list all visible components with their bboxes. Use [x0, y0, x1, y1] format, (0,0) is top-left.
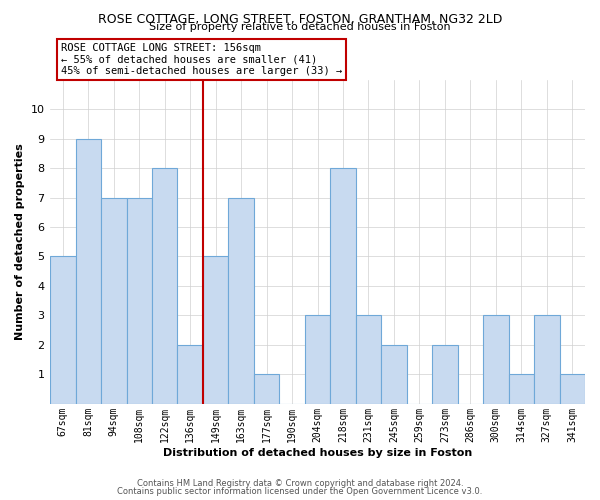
Y-axis label: Number of detached properties: Number of detached properties: [15, 144, 25, 340]
Bar: [152, 168, 178, 404]
Text: Contains HM Land Registry data © Crown copyright and database right 2024.: Contains HM Land Registry data © Crown c…: [137, 478, 463, 488]
Text: Size of property relative to detached houses in Foston: Size of property relative to detached ho…: [149, 22, 451, 32]
Bar: [76, 138, 101, 404]
Bar: [178, 345, 203, 404]
Bar: [203, 256, 229, 404]
Bar: [534, 316, 560, 404]
Bar: [509, 374, 534, 404]
Bar: [254, 374, 280, 404]
Text: ROSE COTTAGE, LONG STREET, FOSTON, GRANTHAM, NG32 2LD: ROSE COTTAGE, LONG STREET, FOSTON, GRANT…: [98, 12, 502, 26]
Bar: [330, 168, 356, 404]
Bar: [560, 374, 585, 404]
Bar: [50, 256, 76, 404]
Bar: [483, 316, 509, 404]
Bar: [432, 345, 458, 404]
Bar: [356, 316, 381, 404]
X-axis label: Distribution of detached houses by size in Foston: Distribution of detached houses by size …: [163, 448, 472, 458]
Text: ROSE COTTAGE LONG STREET: 156sqm
← 55% of detached houses are smaller (41)
45% o: ROSE COTTAGE LONG STREET: 156sqm ← 55% o…: [61, 43, 342, 76]
Bar: [101, 198, 127, 404]
Bar: [127, 198, 152, 404]
Bar: [305, 316, 330, 404]
Bar: [381, 345, 407, 404]
Text: Contains public sector information licensed under the Open Government Licence v3: Contains public sector information licen…: [118, 487, 482, 496]
Bar: [229, 198, 254, 404]
